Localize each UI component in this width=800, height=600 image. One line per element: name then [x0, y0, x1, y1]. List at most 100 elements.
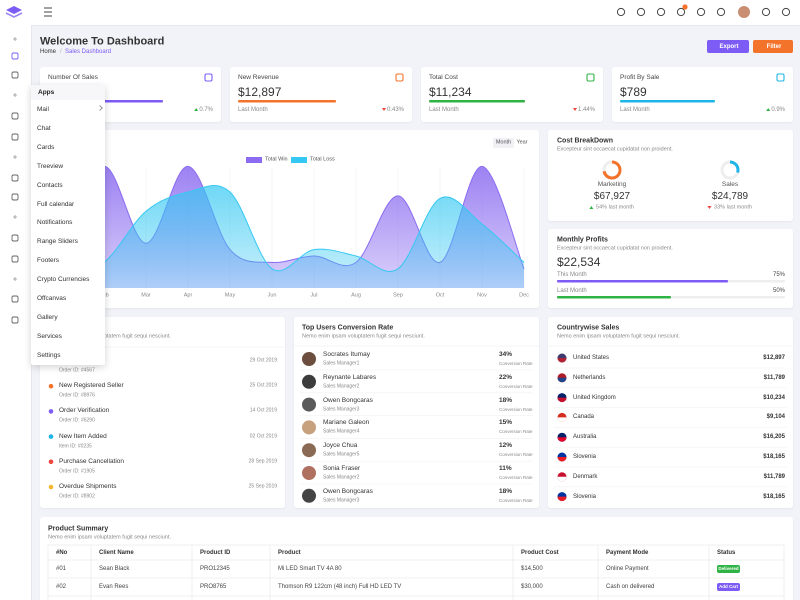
menu-item[interactable]: Chat — [31, 121, 105, 137]
user-name: Mariane Galeon — [323, 419, 370, 427]
legend-swatch — [291, 157, 307, 163]
card-title: Product Summary — [48, 525, 109, 532]
sidebar-icon — [11, 174, 19, 182]
stat-icon — [776, 73, 785, 82]
menu-item-label: Full calendar — [37, 200, 75, 208]
card-subtitle: Nemo enim ipsam voluptatem fugit sequi n… — [48, 332, 171, 339]
user-role: Sales Manager2 — [323, 474, 360, 481]
progress-label: This Month — [557, 272, 587, 278]
card-title: Monthly Profits — [557, 236, 608, 244]
table-header: Client Name — [99, 549, 134, 556]
menu-item[interactable]: Cards — [31, 140, 105, 156]
x-tick-label: Nov — [477, 292, 487, 299]
chart-toggle[interactable]: Month — [493, 138, 514, 148]
menu-item-label: Mail — [37, 105, 49, 113]
card-title: Countrywise Sales — [557, 324, 620, 332]
activity-dot — [48, 459, 54, 465]
sidebar-toggle-icon — [13, 215, 17, 219]
menu-item[interactable]: Offcanvas — [31, 291, 105, 307]
menu-item-label: Crypto Currencies — [37, 275, 90, 283]
x-tick-label: May — [224, 292, 236, 299]
sidebar-toggle-icon — [13, 37, 17, 41]
card — [548, 229, 793, 308]
card — [294, 317, 539, 508]
topbar-icon — [761, 7, 771, 17]
user-name: Owen Bongcaras — [323, 487, 373, 495]
status-label: Add Cart — [719, 583, 738, 589]
menu-item[interactable]: Treeview — [31, 159, 105, 175]
menu-item[interactable]: Crypto Currencies — [31, 272, 105, 288]
chart-toggle-label: Month — [495, 139, 512, 146]
activity-dot — [48, 409, 54, 414]
legend-swatch — [246, 157, 262, 163]
country-name: Slovenia — [573, 454, 597, 460]
topbar-icon — [781, 7, 791, 17]
menu-item[interactable]: Services — [31, 329, 105, 345]
menu-item[interactable]: Notifications — [31, 215, 105, 231]
country-amount: $16,205 — [763, 434, 785, 441]
x-tick-label: Apr — [183, 292, 193, 299]
topbar-icon — [636, 7, 646, 17]
menu-item-label: Range Sliders — [37, 238, 78, 246]
user-role: Sales Manager2 — [323, 383, 360, 390]
menu-item[interactable]: Settings — [31, 348, 105, 364]
card — [612, 67, 793, 122]
trend-down-icon — [382, 108, 386, 111]
country-name: Slovenia — [573, 493, 597, 500]
user-rate: 18% — [499, 487, 513, 495]
user-rate: 18% — [499, 396, 513, 404]
x-tick-label: Aug — [351, 292, 361, 299]
sidebar-icon — [11, 71, 19, 79]
flag — [557, 397, 567, 403]
line — [61, 185, 525, 276]
progress-bar — [557, 280, 728, 283]
country-name: United States — [573, 355, 610, 361]
menu-item-label: Settings — [37, 351, 61, 359]
stat-label: Profit By Sale — [620, 73, 660, 81]
stat-icon — [204, 73, 213, 82]
donut-arc — [602, 160, 622, 180]
menu-item-label: Services — [37, 332, 62, 340]
header-button[interactable]: Filter — [753, 40, 793, 53]
page-title: Welcome To Dashboard — [40, 35, 165, 48]
country-amount: $11,789 — [763, 473, 785, 480]
user-rate: 11% — [499, 464, 512, 472]
activity-title: New Item Added — [59, 432, 107, 440]
apps-menu: Apps Mail Chat Cards Treeview Contacts Full ca… — [31, 85, 105, 365]
stat-value: $12,897 — [238, 85, 282, 99]
menu-item[interactable]: Footers — [31, 253, 105, 269]
menu-item[interactable]: Range Sliders — [31, 234, 105, 250]
table-header: Product — [278, 549, 301, 556]
header-button[interactable]: Export — [707, 40, 749, 53]
menu-item[interactable]: Mail — [31, 102, 105, 118]
card-subtitle: Excepteur sint occaecat cupidatat non pr… — [557, 146, 673, 153]
profit-value: $22,534 — [557, 255, 601, 269]
card-subtitle: Nemo enim ipsam voluptatem fugit sequi n… — [48, 533, 171, 540]
card — [40, 517, 793, 600]
table-cell: PRO8765 — [200, 584, 227, 590]
table-cell: $30,000 — [521, 584, 543, 590]
user-rate: 34% — [499, 350, 513, 358]
country-amount: $10,234 — [763, 394, 785, 401]
user-avatar — [302, 420, 316, 435]
card — [421, 67, 603, 122]
country-amount: $9,104 — [766, 414, 785, 421]
country-amount: $11,789 — [763, 374, 785, 381]
user-rate: 15% — [499, 419, 513, 427]
user-name: Joyce Chua — [323, 441, 358, 449]
x-tick-label: Jun — [267, 292, 277, 299]
user-role: Sales Manager3 — [323, 497, 360, 504]
menu-item[interactable]: Contacts — [31, 178, 105, 194]
user-role: Sales Manager4 — [323, 428, 360, 435]
chart-toggle[interactable]: Year — [514, 138, 530, 148]
activity-date: 29 Oct 2019 — [249, 357, 277, 364]
menu-item[interactable]: Full calendar — [31, 197, 105, 213]
x-tick-label: Dec — [519, 292, 529, 299]
card-subtitle: Excepteur sint occaecat cupidatat non pr… — [557, 244, 673, 251]
activity-ref: Order ID: #8902 — [59, 493, 95, 500]
activity-title: New Registered Seller — [59, 381, 124, 389]
logo — [5, 12, 23, 18]
menu-item[interactable]: Gallery — [31, 310, 105, 326]
card — [548, 130, 793, 221]
activity-ref: Order ID: #4567 — [59, 367, 95, 374]
